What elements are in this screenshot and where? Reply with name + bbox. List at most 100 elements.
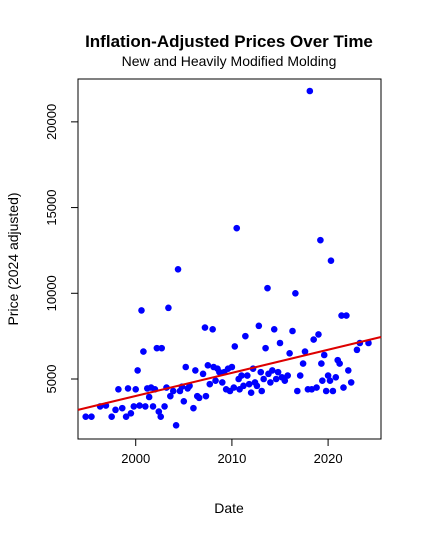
data-points [82,87,372,429]
data-point [329,387,337,395]
data-point [112,406,119,414]
x-tick-label: 2020 [314,451,343,466]
data-point [155,408,163,415]
data-point [310,336,317,343]
data-point [88,413,95,421]
data-point [338,312,345,319]
data-point [240,382,247,390]
data-point [165,304,172,312]
data-point [344,367,352,374]
data-point [326,377,334,385]
data-point [167,392,174,400]
data-point [332,373,340,381]
data-point [296,372,304,379]
data-point [245,380,253,388]
data-point [319,377,326,385]
data-point [270,325,278,333]
data-point [209,325,216,333]
data-point [324,372,332,379]
x-axis: 2000 2010 2020 [121,439,343,466]
y-tick-label: 5000 [44,365,59,394]
y-tick-label: 15000 [44,189,59,225]
x-tick-label: 2010 [217,451,246,466]
data-point [230,384,238,391]
data-point [247,389,255,397]
data-point [130,403,138,410]
data-point [108,413,115,421]
data-point [315,331,322,338]
data-point [149,403,157,410]
data-point [269,367,276,374]
data-point [233,224,241,232]
trend-line [77,336,382,411]
data-point [182,363,190,371]
data-point [257,368,265,376]
data-point [195,394,203,402]
data-point [343,312,350,319]
trend-line-layer [77,336,382,411]
data-point [313,384,320,391]
data-point [153,344,161,352]
data-point [306,87,314,95]
data-point [169,387,177,395]
x-tick-label: 2000 [121,451,150,466]
data-point [336,360,343,367]
data-point [274,368,282,376]
x-axis-label: Date [214,500,244,516]
data-point [284,372,291,379]
data-point [204,361,212,369]
data-point [145,393,153,401]
data-point [174,265,182,273]
data-point [276,339,284,347]
y-tick-label: 10000 [44,275,59,311]
data-point [255,322,263,330]
data-point [327,257,335,265]
data-point [286,349,293,357]
data-point [118,404,126,412]
data-point [231,343,239,350]
data-point [161,403,168,410]
y-axis: 5000 10000 15000 20000 [44,104,78,394]
data-point [243,372,251,379]
data-point [320,351,328,359]
data-point [190,404,197,412]
data-point [140,348,147,355]
data-point [157,413,165,421]
data-point [218,379,226,386]
data-point [138,307,145,314]
data-point [340,384,347,391]
data-point [258,387,266,395]
data-point [124,385,132,392]
data-point [353,346,361,354]
data-point [264,284,271,292]
data-point [82,413,89,421]
data-point [238,372,245,379]
chart-title: Inflation-Adjusted Prices Over Time [85,32,373,51]
data-point [192,367,199,374]
data-point [301,348,309,355]
data-point [180,397,188,405]
data-point [122,413,130,421]
data-point [199,370,207,378]
data-point [299,360,307,367]
data-point [318,360,325,367]
data-point [281,377,289,385]
plot-area-frame [77,78,382,440]
data-point [294,387,301,395]
data-point [216,368,223,376]
data-point [202,392,210,400]
data-point [172,421,180,429]
y-tick-label: 20000 [44,104,59,140]
data-point [322,387,330,395]
data-point [289,327,296,335]
data-point [132,385,140,393]
data-point [136,402,143,409]
data-point [228,363,236,371]
data-point [292,289,299,297]
chart-subtitle: New and Heavily Modified Molding [122,53,337,69]
data-point [260,375,267,383]
data-point [242,332,249,340]
data-point [127,409,135,417]
data-point [267,379,274,386]
